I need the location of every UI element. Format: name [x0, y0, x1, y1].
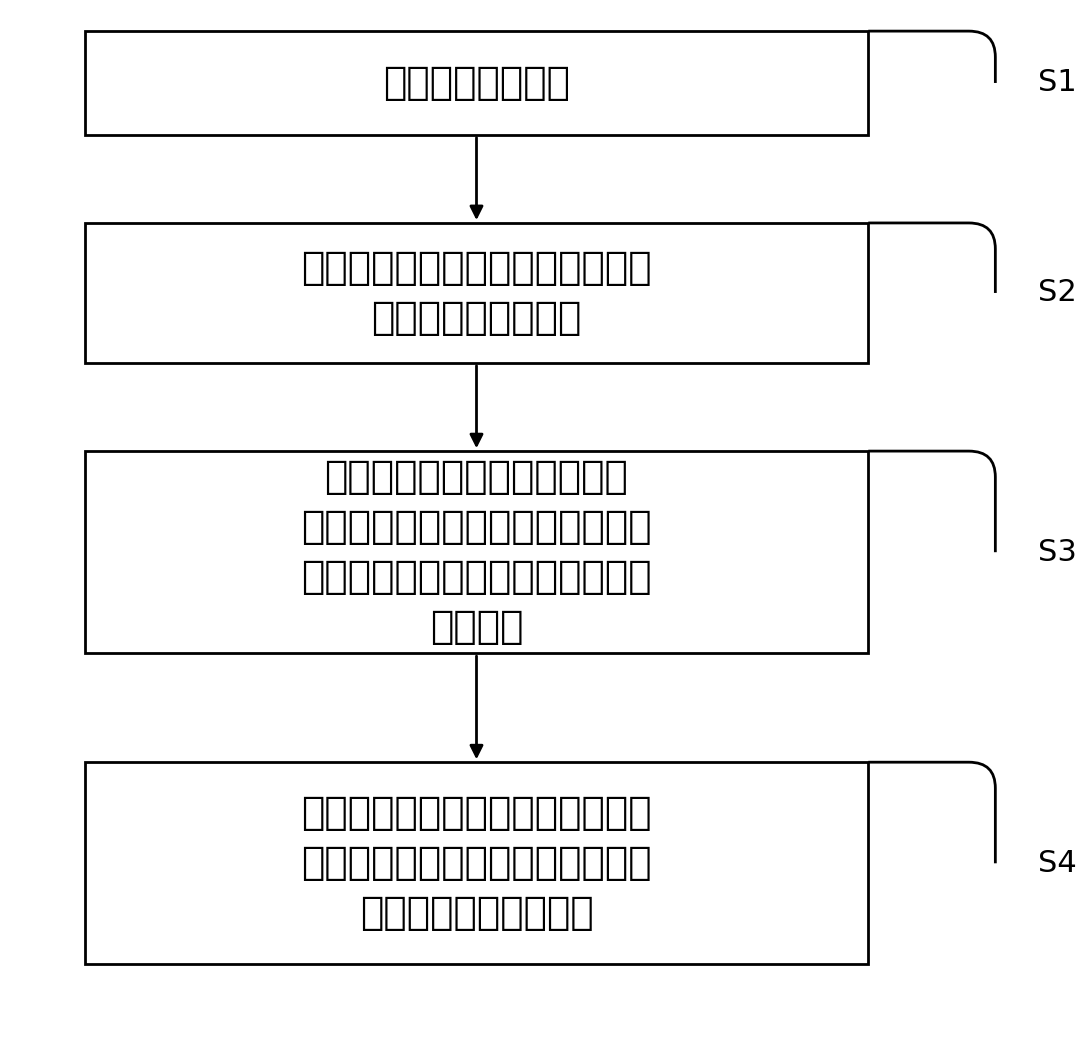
Text: S3: S3	[1038, 538, 1077, 566]
Text: S2: S2	[1038, 279, 1077, 307]
FancyBboxPatch shape	[84, 223, 868, 363]
Text: 利用多个聚类模块对旋转不变
特征进行多维特征处理，多个聚类
模块依次按照由大至小的聚类数目
顺序连接: 利用多个聚类模块对旋转不变 特征进行多维特征处理，多个聚类 模块依次按照由大至小…	[302, 458, 652, 646]
Text: 利用分类器模块将多维特征处理后
的旋转不变特征进行分类，得到旋
转不变特征的分类结果: 利用分类器模块将多维特征处理后 的旋转不变特征进行分类，得到旋 转不变特征的分类…	[302, 794, 652, 932]
Text: 获取目标点云数据: 获取目标点云数据	[383, 64, 570, 102]
Text: S1: S1	[1038, 68, 1077, 97]
FancyBboxPatch shape	[84, 31, 868, 135]
Text: 利用旋转映射模块从目标点云数据
中提取旋转不变特征: 利用旋转映射模块从目标点云数据 中提取旋转不变特征	[302, 249, 652, 337]
Text: S4: S4	[1038, 849, 1077, 877]
FancyBboxPatch shape	[84, 451, 868, 653]
FancyBboxPatch shape	[84, 762, 868, 964]
